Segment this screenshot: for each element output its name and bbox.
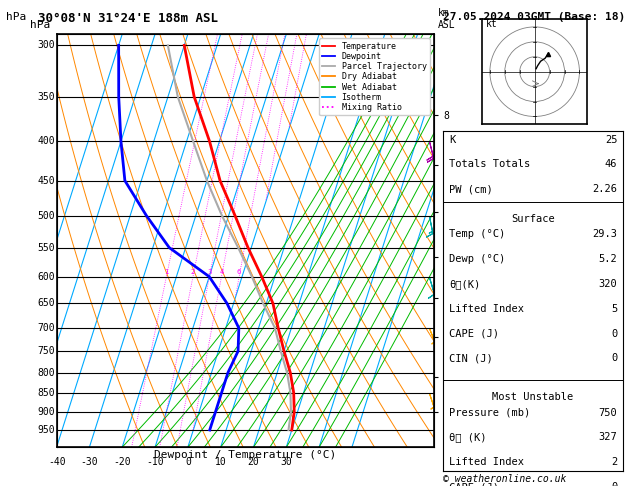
Text: 750: 750 xyxy=(599,408,617,417)
Text: 3: 3 xyxy=(207,269,212,275)
Text: θᴇ(K): θᴇ(K) xyxy=(449,279,480,289)
Text: 327: 327 xyxy=(599,433,617,442)
Text: 950: 950 xyxy=(37,425,55,435)
Text: kt: kt xyxy=(486,19,497,29)
Y-axis label: Mixing Ratio (g/kg): Mixing Ratio (g/kg) xyxy=(452,185,462,296)
Text: 0: 0 xyxy=(185,457,191,468)
Text: 29.3: 29.3 xyxy=(593,229,617,239)
Text: CAPE (J): CAPE (J) xyxy=(449,482,499,486)
Text: -40: -40 xyxy=(48,457,65,468)
Text: © weatheronline.co.uk: © weatheronline.co.uk xyxy=(443,473,567,484)
Text: 800: 800 xyxy=(37,367,55,378)
Text: 850: 850 xyxy=(37,388,55,398)
Text: 600: 600 xyxy=(37,272,55,282)
Text: 550: 550 xyxy=(37,243,55,253)
Text: 300: 300 xyxy=(37,40,55,51)
Text: 0: 0 xyxy=(611,353,617,364)
Text: 1: 1 xyxy=(164,269,169,275)
Text: θᴇ (K): θᴇ (K) xyxy=(449,433,486,442)
Text: 5.2: 5.2 xyxy=(599,254,617,264)
Text: 2: 2 xyxy=(611,457,617,468)
Text: 4: 4 xyxy=(220,269,224,275)
Text: 6: 6 xyxy=(237,269,242,275)
Text: Lifted Index: Lifted Index xyxy=(449,304,524,314)
Text: hPa: hPa xyxy=(6,12,26,22)
Legend: Temperature, Dewpoint, Parcel Trajectory, Dry Adiabat, Wet Adiabat, Isotherm, Mi: Temperature, Dewpoint, Parcel Trajectory… xyxy=(319,38,430,115)
Text: 0: 0 xyxy=(611,329,617,339)
Text: km
ASL: km ASL xyxy=(438,8,455,30)
Text: 5: 5 xyxy=(611,304,617,314)
Text: 46: 46 xyxy=(605,159,617,170)
Text: 10: 10 xyxy=(215,457,226,468)
Text: Surface: Surface xyxy=(511,213,555,224)
Text: 350: 350 xyxy=(37,92,55,102)
Text: 30°08'N 31°24'E 188m ASL: 30°08'N 31°24'E 188m ASL xyxy=(38,12,218,25)
Text: 30: 30 xyxy=(281,457,292,468)
Text: CAPE (J): CAPE (J) xyxy=(449,329,499,339)
Text: Temp (°C): Temp (°C) xyxy=(449,229,505,239)
Text: Pressure (mb): Pressure (mb) xyxy=(449,408,530,417)
Text: Totals Totals: Totals Totals xyxy=(449,159,530,170)
Text: 700: 700 xyxy=(37,323,55,333)
Text: PW (cm): PW (cm) xyxy=(449,184,493,194)
Text: 20: 20 xyxy=(248,457,259,468)
Text: 500: 500 xyxy=(37,211,55,221)
Text: 0: 0 xyxy=(611,482,617,486)
Text: -10: -10 xyxy=(147,457,164,468)
Text: 450: 450 xyxy=(37,175,55,186)
Text: 750: 750 xyxy=(37,346,55,356)
Text: -30: -30 xyxy=(81,457,98,468)
Text: Lifted Index: Lifted Index xyxy=(449,457,524,468)
X-axis label: Dewpoint / Temperature (°C): Dewpoint / Temperature (°C) xyxy=(154,450,337,460)
Text: Dewp (°C): Dewp (°C) xyxy=(449,254,505,264)
Text: 650: 650 xyxy=(37,298,55,308)
Text: 900: 900 xyxy=(37,407,55,417)
Text: CIN (J): CIN (J) xyxy=(449,353,493,364)
Text: hPa: hPa xyxy=(30,20,50,30)
Text: K: K xyxy=(449,135,455,145)
Text: 320: 320 xyxy=(599,279,617,289)
Text: 2.26: 2.26 xyxy=(593,184,617,194)
Text: -20: -20 xyxy=(113,457,131,468)
Text: 2: 2 xyxy=(191,269,195,275)
Text: Most Unstable: Most Unstable xyxy=(493,392,574,402)
Text: 27.05.2024 03GMT (Base: 18): 27.05.2024 03GMT (Base: 18) xyxy=(443,12,626,22)
Text: 25: 25 xyxy=(605,135,617,145)
Text: 400: 400 xyxy=(37,137,55,146)
